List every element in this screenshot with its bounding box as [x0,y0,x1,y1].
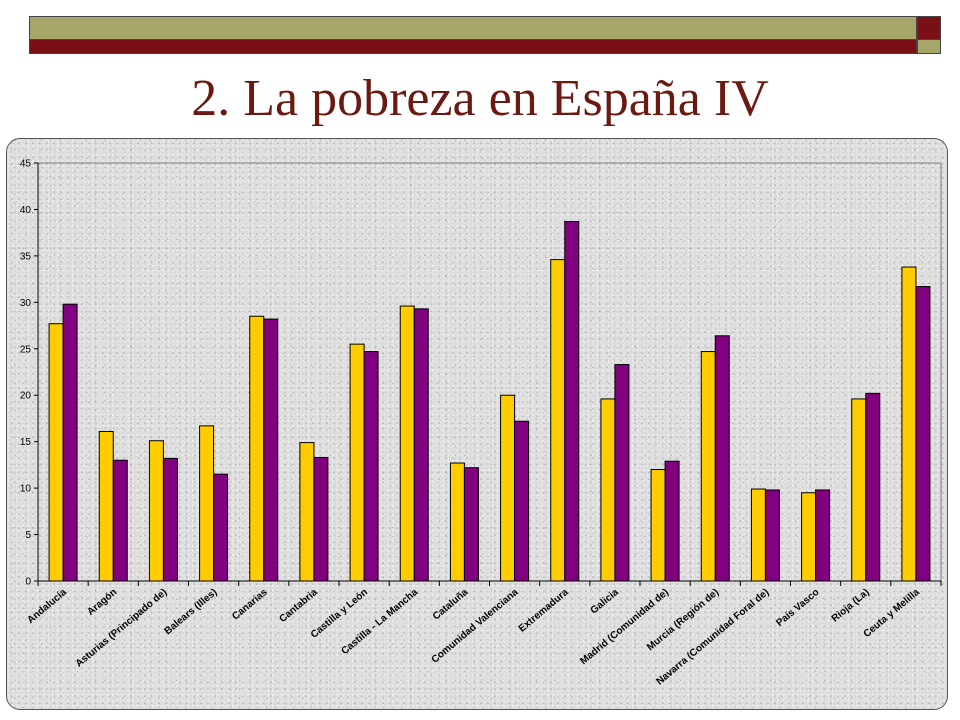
bar [815,489,831,582]
category-label: Comunidad Valenciana [430,587,521,666]
bar [764,489,780,582]
bar [564,221,580,582]
bar [62,303,78,582]
bar [664,460,680,582]
y-tick-label: 35 [20,251,32,262]
bar [162,457,178,582]
bar [700,351,716,582]
bar [600,398,616,582]
header-band [29,16,917,40]
y-tick-label: 30 [20,298,32,309]
y-tick-label: 15 [20,437,32,448]
bar [98,430,114,582]
bar [213,473,229,582]
y-tick-label: 0 [25,577,31,588]
bar [263,318,279,582]
slide-title: 2. La pobreza en España IV [191,70,769,127]
bar [851,398,867,582]
category-label: Extremadura [517,587,571,635]
bar [399,305,415,582]
header-corner-band [917,40,941,54]
bar [614,364,630,582]
y-tick-label: 25 [20,344,32,355]
header-band-accent [29,40,917,54]
bar [249,315,265,582]
bar [299,442,315,582]
bar [514,420,530,582]
category-label: Madrid (Comunidad de) [578,587,671,667]
category-label: Andalucía [25,587,69,626]
bar [915,286,931,582]
category-label: Balears (Illes) [163,587,220,637]
bar [714,335,730,582]
bar [148,440,164,582]
bar [449,462,465,582]
bar [112,459,128,582]
bar [865,392,881,582]
category-label: País Vasco [774,587,821,629]
bar-chart: 0 5 10 15 20 25 30 35 40 45 Andalucía AragónAsturia… [20,159,942,687]
bar [313,456,329,582]
y-tick-label: 45 [20,159,32,170]
bar [349,343,365,582]
category-label: Galicia [589,587,622,617]
bar [550,259,566,582]
bar [650,469,666,582]
y-tick-label: 20 [20,391,32,402]
bar [750,488,766,582]
bar [801,492,817,582]
y-tick-label: 5 [25,530,31,541]
bar [363,351,379,582]
bar [413,308,429,582]
category-label: Rioja (La) [830,587,872,625]
category-label: Cataluña [431,587,471,623]
chart-frame: 0 5 10 15 20 25 30 35 40 45 Andalucía Aragón Asturia… [6,138,948,710]
bar [463,467,479,582]
y-tick-label: 40 [20,205,32,216]
category-label: Aragón [85,587,119,618]
category-label: Asturias (Principado de) [74,587,170,670]
bar [901,266,917,582]
y-tick-label: 10 [20,484,32,495]
category-label: Cantabria [277,587,320,625]
bar [500,394,516,582]
header-corner-accent [917,16,941,40]
category-label: Canarias [230,587,270,623]
bar [48,323,64,582]
bar [199,425,215,582]
